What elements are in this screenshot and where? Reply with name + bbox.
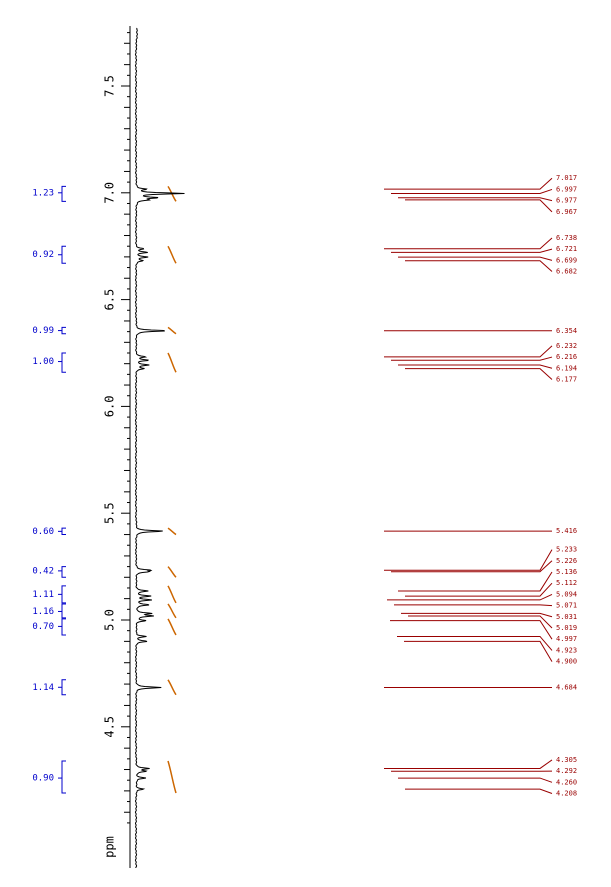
peak-leader-line	[398, 778, 552, 782]
peak-leader-line	[405, 369, 552, 380]
peak-label: 5.416	[556, 527, 577, 535]
integral-value-label: 0.92	[32, 250, 54, 260]
peak-label: 6.721	[556, 245, 577, 253]
integral-value-label: 1.00	[32, 357, 54, 367]
axis-tick-label: 6.5	[103, 289, 117, 311]
integral-value-label: 0.42	[32, 566, 54, 576]
peak-leader-line	[405, 200, 552, 212]
integral-bracket	[62, 353, 66, 372]
axis-unit-label: ppm	[103, 836, 117, 858]
integral-value-label: 1.11	[32, 590, 54, 600]
peak-label: 6.216	[556, 353, 577, 361]
axis-tick-label: 7.0	[103, 182, 117, 204]
integral-value-label: 1.23	[32, 188, 54, 198]
peak-leader-line	[394, 605, 552, 606]
peak-label: 5.019	[556, 624, 577, 632]
integral-bracket	[62, 246, 66, 263]
integral-curve	[168, 327, 176, 333]
spectrum-trace-group	[135, 28, 184, 868]
peak-leader-line	[404, 641, 552, 661]
peak-label: 5.136	[556, 568, 577, 576]
integral-curve	[168, 604, 176, 618]
peak-label: 6.354	[556, 327, 577, 335]
peak-label: 5.233	[556, 546, 577, 554]
axis-tick-label: 5.0	[103, 609, 117, 631]
peak-leader-line	[384, 346, 552, 357]
integral-value-label: 0.99	[32, 326, 54, 336]
peak-leader-line	[405, 261, 552, 272]
peak-leader-line	[387, 594, 552, 600]
peak-leader-line	[398, 572, 552, 591]
peak-label: 4.208	[556, 790, 577, 798]
integral-bracket	[62, 604, 66, 618]
peak-label: 4.900	[556, 658, 577, 666]
peak-label: 4.292	[556, 767, 577, 775]
integral-curve	[168, 567, 176, 578]
peak-label: 5.071	[556, 602, 577, 610]
integral-bracket	[62, 619, 66, 635]
integral-value-label: 0.70	[32, 622, 54, 632]
peak-leader-line	[391, 249, 552, 252]
axis-tick-label: 7.5	[103, 75, 117, 97]
integral-value-label: 0.90	[32, 774, 54, 784]
peak-label-group: 7.017 6.997 6.977 6.967 6.738 6.721 6.699 6.682…	[384, 174, 577, 797]
peak-leader-line	[405, 789, 552, 793]
peak-label: 6.232	[556, 342, 577, 350]
integral-value-label: 1.14	[32, 683, 54, 693]
peak-label: 6.997	[556, 185, 577, 193]
integral-bracket	[62, 186, 66, 201]
peak-label: 4.260	[556, 778, 577, 786]
integral-value-label: 0.60	[32, 527, 54, 537]
integral-curve	[168, 246, 176, 263]
peak-leader-line	[384, 178, 552, 189]
integral-curve	[168, 528, 176, 534]
peak-label: 7.017	[556, 174, 577, 182]
peak-leader-line	[408, 616, 552, 628]
peak-leader-line	[384, 550, 552, 571]
peak-leader-line	[398, 257, 552, 260]
peak-label: 5.226	[556, 557, 577, 565]
peak-leader-line	[391, 357, 552, 360]
peak-label: 6.967	[556, 208, 577, 216]
integral-bracket	[62, 567, 66, 578]
peak-label: 6.699	[556, 256, 577, 264]
integral-bracket	[62, 586, 66, 603]
integral-bracket	[62, 528, 66, 534]
spectrum-trace	[135, 28, 184, 868]
peak-label: 4.305	[556, 756, 577, 764]
integral-curve	[168, 353, 176, 372]
peak-leader-line	[384, 238, 552, 249]
peak-label: 4.684	[556, 683, 577, 691]
integral-curve	[168, 586, 176, 603]
integral-bracket	[62, 680, 66, 695]
integral-curve	[168, 619, 176, 635]
peak-label: 5.094	[556, 590, 577, 598]
integral-curve	[168, 680, 176, 695]
peak-label: 6.977	[556, 197, 577, 205]
peak-label: 5.031	[556, 613, 577, 621]
integral-regions: 1.23 0.92 0.99 1.00 0.60 0.42 1.11 1.16 0.70 1.14…	[32, 186, 176, 793]
peak-leader-line	[405, 583, 552, 596]
peak-label: 6.682	[556, 268, 577, 276]
peak-leader-line	[391, 189, 552, 193]
peak-leader-line	[398, 365, 552, 368]
axis-tick-label: 6.0	[103, 396, 117, 418]
peak-leader-line	[397, 636, 552, 650]
ppm-axis: 7.5 7.0 6.5 6.0 5.5 5.0 4.5 ppm	[103, 26, 131, 868]
integral-bracket	[62, 327, 66, 333]
integral-value-label: 1.16	[32, 607, 54, 617]
peak-leader-line	[384, 760, 552, 769]
axis-tick-label: 5.5	[103, 502, 117, 524]
integral-curve	[168, 761, 176, 793]
peak-label: 5.112	[556, 579, 577, 587]
integral-bracket	[62, 761, 66, 793]
peak-label: 4.997	[556, 635, 577, 643]
peak-label: 6.194	[556, 364, 577, 372]
peak-label: 6.738	[556, 234, 577, 242]
axis-tick-label: 4.5	[103, 716, 117, 738]
peak-label: 4.923	[556, 646, 577, 654]
peak-label: 6.177	[556, 375, 577, 383]
